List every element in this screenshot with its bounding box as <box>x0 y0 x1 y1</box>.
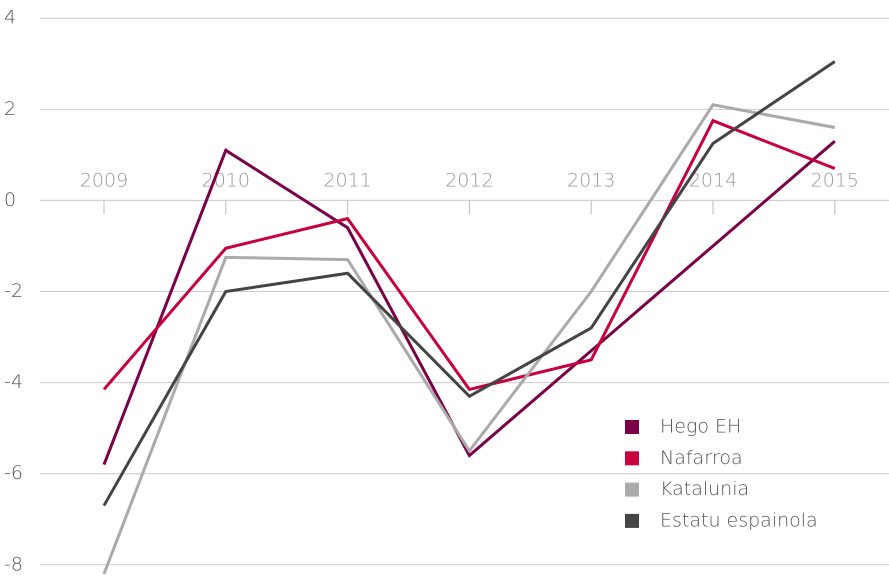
y-tick-label: 0 <box>4 189 16 211</box>
legend-swatch <box>625 482 639 497</box>
legend-swatch <box>625 420 639 434</box>
y-tick-label: -2 <box>4 280 23 302</box>
x-tick-label: 2013 <box>567 170 615 192</box>
legend-label: Hego EH <box>660 416 741 438</box>
x-tick-label: 2015 <box>811 170 859 192</box>
y-tick-label: 4 <box>4 7 16 29</box>
y-tick-label: -6 <box>4 462 23 484</box>
x-tick-label: 2011 <box>323 170 371 192</box>
legend-label: Katalunia <box>660 478 749 500</box>
x-tick-label: 2010 <box>202 170 250 192</box>
series-line <box>102 60 836 507</box>
series-line <box>102 103 836 575</box>
x-tick-label: 2014 <box>689 170 737 192</box>
x-tick-label: 2009 <box>80 170 128 192</box>
series-line <box>102 140 836 466</box>
y-tick-label: -4 <box>4 371 23 393</box>
legend-label: Nafarroa <box>660 447 743 469</box>
y-tick-label: 2 <box>4 98 16 120</box>
legend-label: Estatu espainola <box>660 509 818 531</box>
legend-swatch <box>625 513 639 528</box>
x-tick-label: 2012 <box>445 170 493 192</box>
legend-swatch <box>625 451 639 466</box>
y-tick-label: -8 <box>4 553 23 575</box>
series-line <box>102 118 836 392</box>
